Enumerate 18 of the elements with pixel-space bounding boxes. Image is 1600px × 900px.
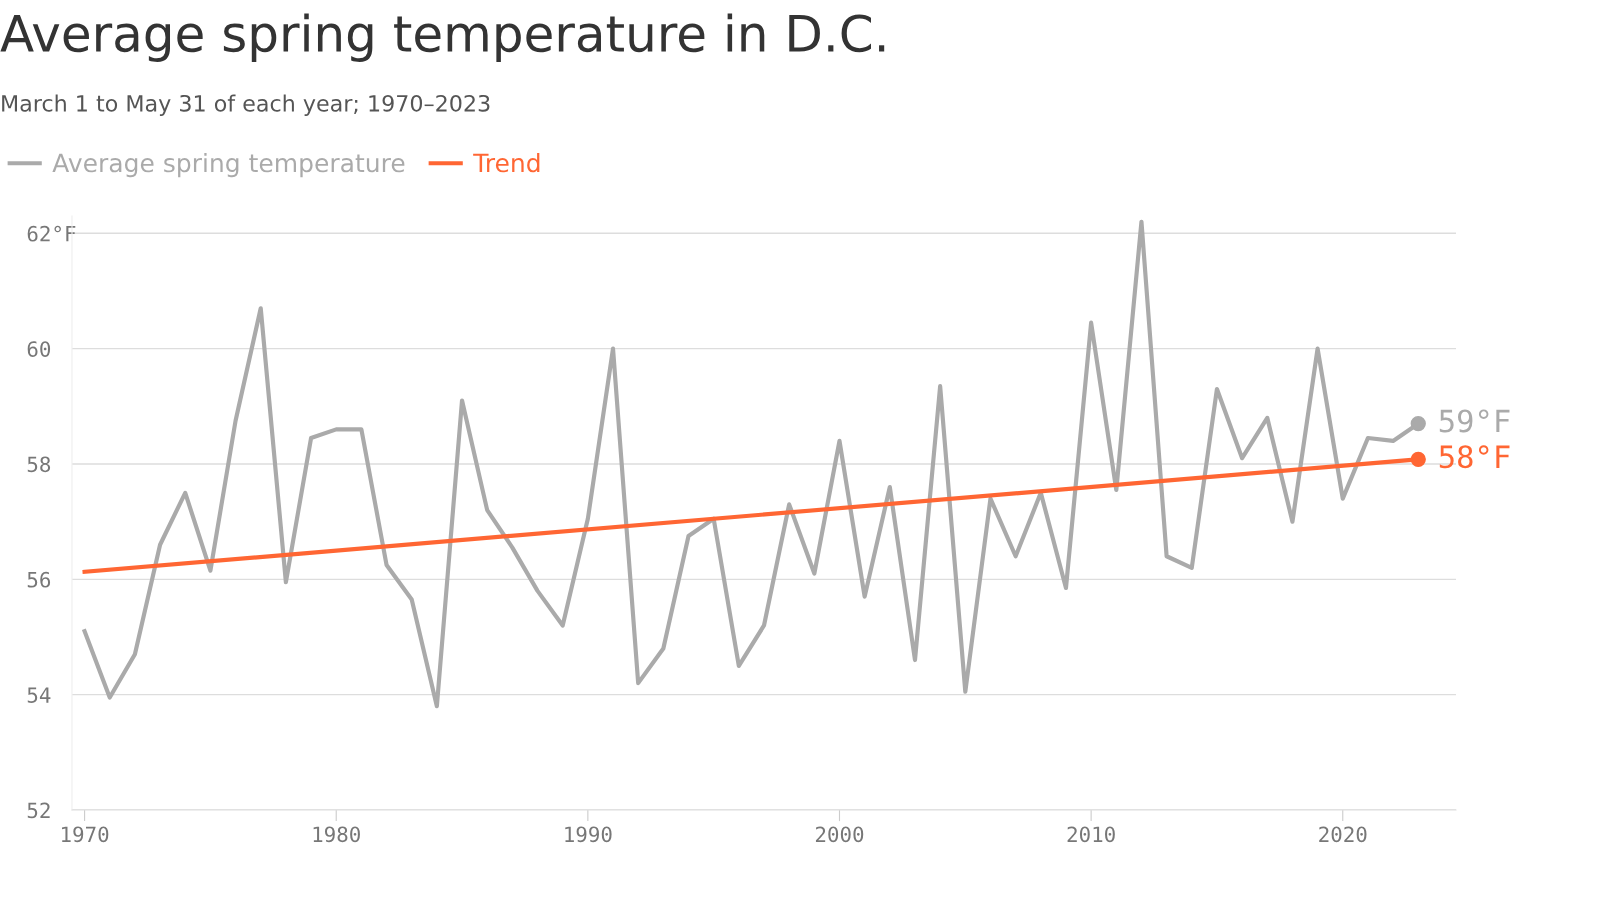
x-tick-label: 2020 — [1319, 826, 1367, 843]
y-tick-label: 54 — [27, 687, 51, 703]
x-tick-label: 2010 — [1067, 826, 1115, 843]
y-tick-label: 62°F — [27, 225, 76, 242]
chart-title: Average spring temperature in D.C. — [0, 13, 885, 62]
x-tick-label: 1990 — [565, 826, 612, 843]
x-tick-label: 2000 — [815, 826, 864, 843]
x-tick-label: 1970 — [62, 826, 109, 843]
chart-subtitle: March 1 to May 31 of each year; 1970–2023 — [2, 94, 490, 117]
annotation: 59°F — [1439, 409, 1510, 433]
legend-label: Trend — [473, 153, 540, 173]
annotation: 58°F — [1439, 445, 1510, 469]
y-tick-label: 52 — [27, 802, 50, 819]
legend-label: Average spring temperature — [52, 153, 405, 178]
x-tick-label: 1980 — [313, 826, 360, 843]
y-tick-label: 58 — [27, 456, 51, 473]
y-tick-label: 56 — [27, 571, 51, 588]
y-tick-label: 60 — [27, 341, 51, 357]
